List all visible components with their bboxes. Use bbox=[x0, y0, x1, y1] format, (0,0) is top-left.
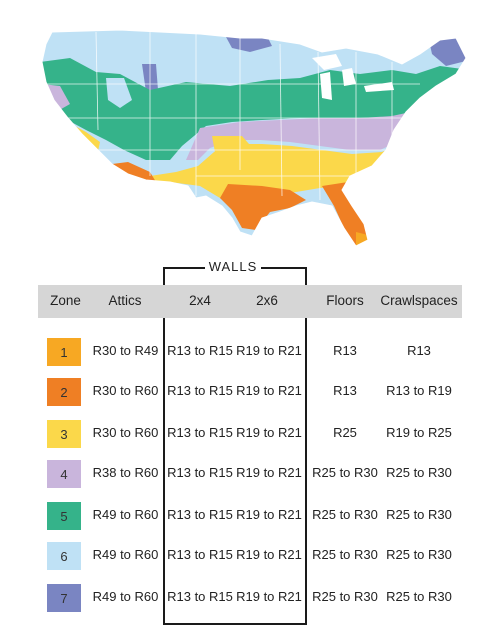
zone-4-region bbox=[186, 110, 420, 160]
crawlspaces-value: R25 to R30 bbox=[386, 547, 452, 562]
crawlspaces-value: R13 to R19 bbox=[386, 383, 452, 398]
zone-6-region bbox=[106, 78, 132, 108]
floors-value: R25 bbox=[333, 425, 357, 440]
crawlspaces-value: R19 to R25 bbox=[386, 425, 452, 440]
state-borders bbox=[46, 31, 420, 201]
header-zone: Zone bbox=[50, 293, 81, 308]
table-row: 5 R49 to R60 R13 to R15 R19 to R21 R25 t… bbox=[0, 502, 500, 530]
wall-2x6-value: R19 to R21 bbox=[236, 547, 302, 562]
header-wall-2x6: 2x6 bbox=[256, 293, 278, 308]
us-climate-zone-map bbox=[41, 29, 467, 247]
table-row: 2 R30 to R60 R13 to R15 R19 to R21 R13 R… bbox=[0, 378, 500, 406]
us-outline bbox=[41, 29, 467, 247]
great-lakes bbox=[312, 54, 394, 100]
wall-2x4-value: R13 to R15 bbox=[167, 383, 233, 398]
table-row: 6 R49 to R60 R13 to R15 R19 to R21 R25 t… bbox=[0, 542, 500, 570]
header-floors: Floors bbox=[326, 293, 364, 308]
wall-2x4-value: R13 to R15 bbox=[167, 589, 233, 604]
zone-3-region bbox=[60, 118, 398, 208]
zone-2-region bbox=[220, 184, 306, 230]
attics-value: R38 to R60 bbox=[92, 465, 159, 480]
wall-2x4-value: R13 to R15 bbox=[167, 465, 233, 480]
header-attics: Attics bbox=[108, 293, 142, 308]
zone-swatch: 1 bbox=[47, 338, 81, 366]
wall-2x4-value: R13 to R15 bbox=[167, 547, 233, 562]
wall-2x6-value: R19 to R21 bbox=[236, 343, 302, 358]
zone-2-region bbox=[322, 182, 368, 246]
floors-value: R25 to R30 bbox=[312, 547, 378, 562]
wall-2x6-value: R19 to R21 bbox=[236, 589, 302, 604]
wall-2x6-value: R19 to R21 bbox=[236, 425, 302, 440]
floors-value: R25 to R30 bbox=[312, 589, 378, 604]
attics-value: R49 to R60 bbox=[92, 507, 159, 522]
zone-swatch: 7 bbox=[47, 584, 81, 612]
table-row: 7 R49 to R60 R13 to R15 R19 to R21 R25 t… bbox=[0, 584, 500, 612]
zone-1-region bbox=[356, 232, 372, 246]
floors-value: R25 to R30 bbox=[312, 507, 378, 522]
wall-2x6-value: R19 to R21 bbox=[236, 383, 302, 398]
wall-2x6-value: R19 to R21 bbox=[236, 465, 302, 480]
zone-swatch: 3 bbox=[47, 420, 81, 448]
wall-2x4-value: R13 to R15 bbox=[167, 425, 233, 440]
header-wall-2x4: 2x4 bbox=[189, 293, 211, 308]
attics-value: R49 to R60 bbox=[92, 589, 159, 604]
zone-3-region bbox=[212, 136, 256, 160]
floors-value: R13 bbox=[333, 383, 357, 398]
attics-value: R30 to R60 bbox=[92, 383, 159, 398]
wall-2x4-value: R13 to R15 bbox=[167, 507, 233, 522]
zone-swatch: 2 bbox=[47, 378, 81, 406]
attics-value: R49 to R60 bbox=[92, 547, 159, 562]
crawlspaces-value: R13 bbox=[407, 343, 431, 358]
attics-value: R30 to R60 bbox=[92, 425, 159, 440]
crawlspaces-value: R25 to R30 bbox=[386, 507, 452, 522]
attics-value: R30 to R49 bbox=[92, 343, 159, 358]
table-row: 1 R30 to R49 R13 to R15 R19 to R21 R13 R… bbox=[0, 338, 500, 366]
zone-swatch: 6 bbox=[47, 542, 81, 570]
zone-5-region bbox=[42, 58, 466, 160]
wall-2x6-value: R19 to R21 bbox=[236, 507, 302, 522]
zone-swatch: 5 bbox=[47, 502, 81, 530]
table-header bbox=[38, 285, 462, 318]
walls-label: WALLS bbox=[205, 259, 261, 274]
floors-value: R25 to R30 bbox=[312, 465, 378, 480]
wall-2x4-value: R13 to R15 bbox=[167, 343, 233, 358]
crawlspaces-value: R25 to R30 bbox=[386, 465, 452, 480]
crawlspaces-value: R25 to R30 bbox=[386, 589, 452, 604]
table-row: 3 R30 to R60 R13 to R15 R19 to R21 R25 R… bbox=[0, 420, 500, 448]
zone-swatch: 4 bbox=[47, 460, 81, 488]
header-crawlspaces: Crawlspaces bbox=[380, 293, 458, 308]
floors-value: R13 bbox=[333, 343, 357, 358]
table-row: 4 R38 to R60 R13 to R15 R19 to R21 R25 t… bbox=[0, 460, 500, 488]
